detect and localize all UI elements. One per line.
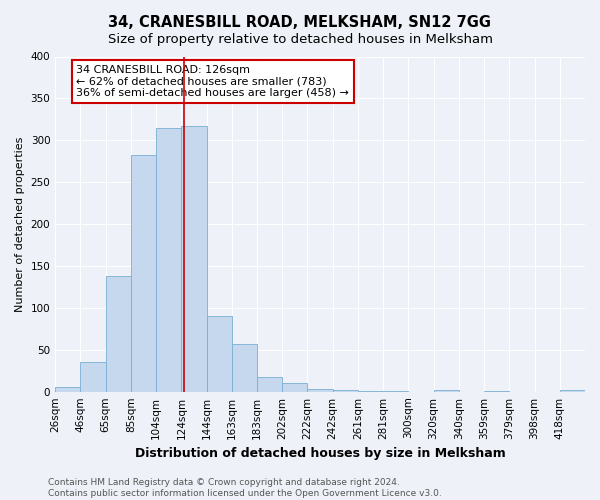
Text: 34, CRANESBILL ROAD, MELKSHAM, SN12 7GG: 34, CRANESBILL ROAD, MELKSHAM, SN12 7GG bbox=[109, 15, 491, 30]
Bar bbox=[80, 362, 106, 392]
Bar bbox=[332, 390, 358, 392]
Bar bbox=[232, 344, 257, 392]
Text: Contains HM Land Registry data © Crown copyright and database right 2024.
Contai: Contains HM Land Registry data © Crown c… bbox=[48, 478, 442, 498]
Bar bbox=[560, 390, 585, 392]
Bar bbox=[156, 128, 181, 392]
Bar bbox=[307, 389, 332, 392]
Bar bbox=[257, 376, 282, 392]
Bar bbox=[206, 316, 232, 392]
Bar bbox=[383, 391, 409, 392]
Bar bbox=[434, 390, 459, 392]
Bar bbox=[181, 126, 206, 392]
Bar bbox=[106, 276, 131, 392]
Bar bbox=[484, 391, 509, 392]
Text: Size of property relative to detached houses in Melksham: Size of property relative to detached ho… bbox=[107, 32, 493, 46]
Bar bbox=[358, 391, 383, 392]
Bar bbox=[131, 154, 156, 392]
X-axis label: Distribution of detached houses by size in Melksham: Distribution of detached houses by size … bbox=[135, 447, 505, 460]
Text: 34 CRANESBILL ROAD: 126sqm
← 62% of detached houses are smaller (783)
36% of sem: 34 CRANESBILL ROAD: 126sqm ← 62% of deta… bbox=[76, 65, 349, 98]
Y-axis label: Number of detached properties: Number of detached properties bbox=[15, 136, 25, 312]
Bar bbox=[55, 388, 80, 392]
Bar bbox=[282, 384, 307, 392]
